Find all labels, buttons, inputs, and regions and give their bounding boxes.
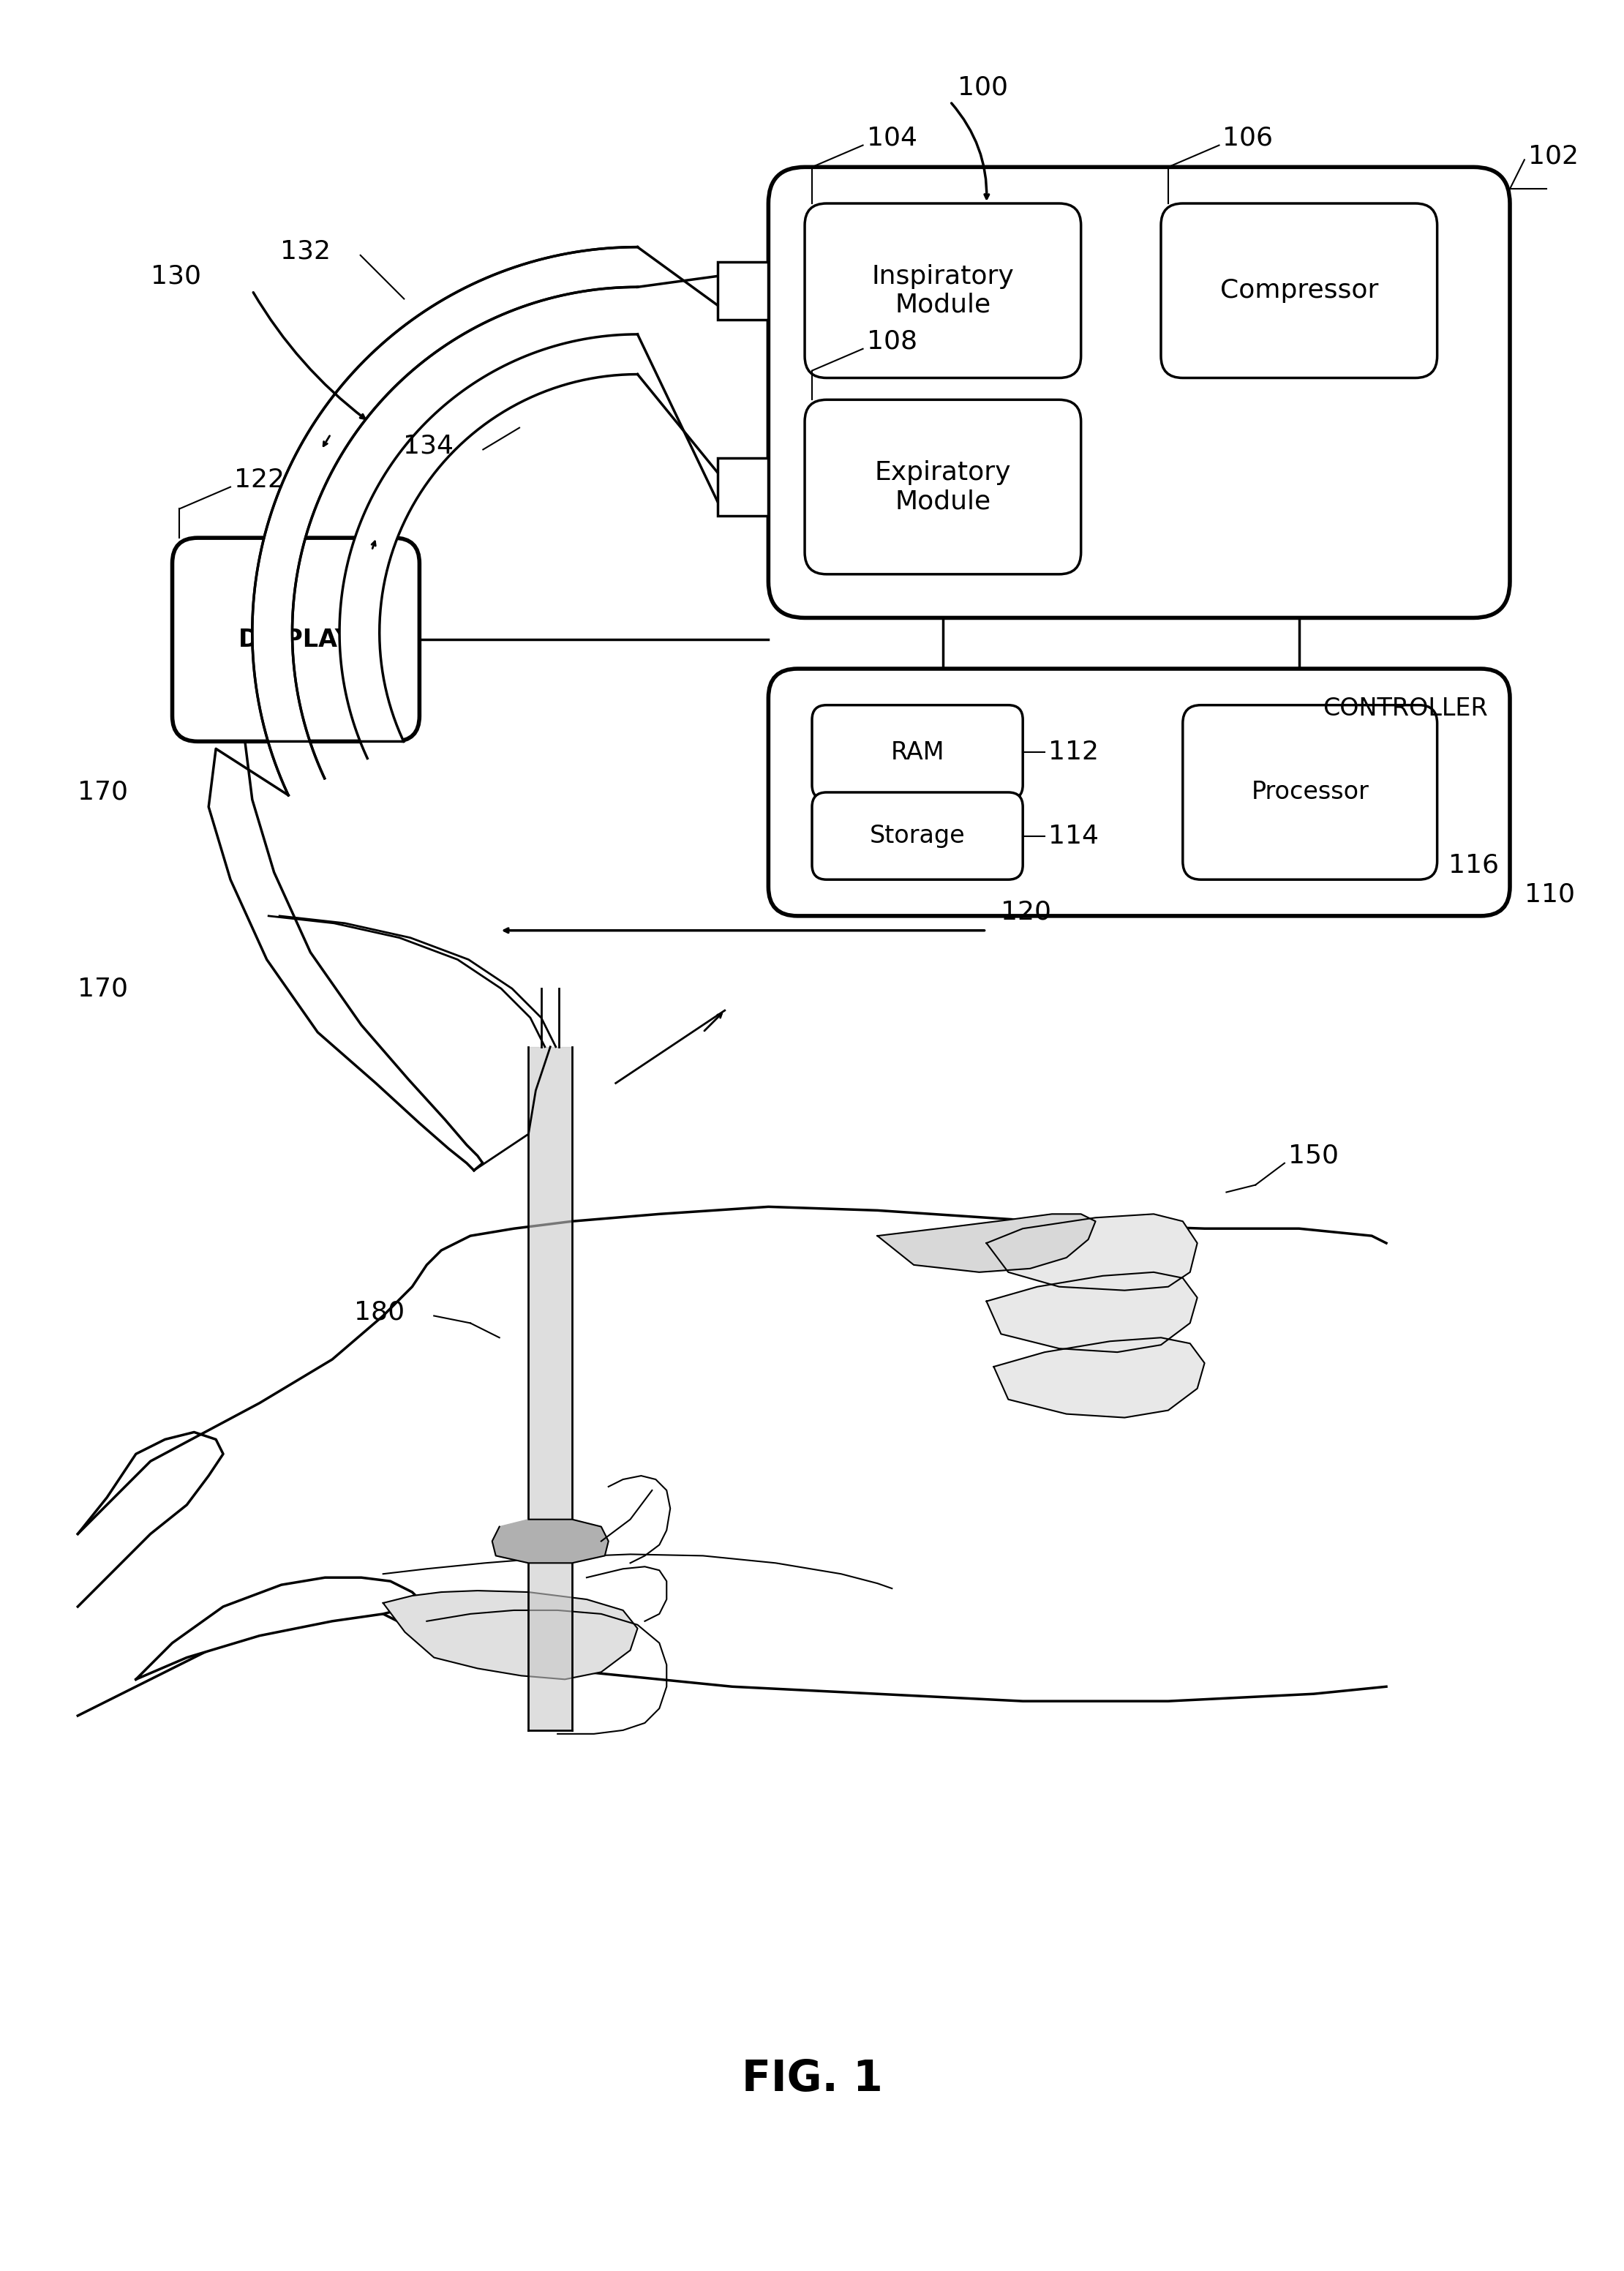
Polygon shape bbox=[994, 1338, 1205, 1417]
Text: 150: 150 bbox=[1288, 1142, 1338, 1167]
Polygon shape bbox=[877, 1215, 1096, 1272]
Polygon shape bbox=[78, 1206, 1387, 1715]
Text: DISPLAY: DISPLAY bbox=[239, 627, 354, 652]
FancyBboxPatch shape bbox=[172, 538, 419, 740]
FancyBboxPatch shape bbox=[1161, 204, 1437, 377]
Polygon shape bbox=[339, 334, 638, 759]
Text: Processor: Processor bbox=[1250, 781, 1369, 804]
Bar bbox=[718, 261, 768, 320]
Text: 120: 120 bbox=[1000, 899, 1051, 924]
Polygon shape bbox=[986, 1272, 1197, 1351]
Text: RAM: RAM bbox=[890, 740, 944, 765]
Text: 116: 116 bbox=[1449, 852, 1499, 877]
Text: Inspiratory
Module: Inspiratory Module bbox=[872, 263, 1013, 318]
Text: Compressor: Compressor bbox=[1220, 279, 1379, 302]
Text: 180: 180 bbox=[354, 1299, 404, 1324]
Text: 112: 112 bbox=[1047, 740, 1099, 765]
Text: CONTROLLER: CONTROLLER bbox=[1324, 697, 1488, 720]
Text: 102: 102 bbox=[1528, 143, 1579, 168]
Text: 104: 104 bbox=[867, 125, 918, 150]
Text: 122: 122 bbox=[234, 468, 284, 493]
Text: 130: 130 bbox=[151, 263, 201, 288]
FancyBboxPatch shape bbox=[812, 793, 1023, 879]
Text: FIG. 1: FIG. 1 bbox=[742, 2058, 882, 2101]
FancyBboxPatch shape bbox=[806, 400, 1082, 575]
Polygon shape bbox=[528, 1047, 572, 1731]
FancyBboxPatch shape bbox=[768, 668, 1510, 915]
Text: 114: 114 bbox=[1047, 824, 1099, 849]
Text: 134: 134 bbox=[403, 434, 453, 459]
Polygon shape bbox=[986, 1215, 1197, 1290]
Polygon shape bbox=[492, 1519, 609, 1562]
Text: 170: 170 bbox=[78, 977, 128, 1002]
FancyBboxPatch shape bbox=[806, 204, 1082, 377]
FancyBboxPatch shape bbox=[1182, 704, 1437, 879]
Text: 100: 100 bbox=[958, 75, 1009, 100]
Bar bbox=[718, 459, 768, 516]
Text: 132: 132 bbox=[281, 238, 331, 263]
Polygon shape bbox=[136, 1578, 419, 1678]
Text: 108: 108 bbox=[867, 329, 918, 354]
Text: 106: 106 bbox=[1223, 125, 1273, 150]
Text: Expiratory
Module: Expiratory Module bbox=[875, 461, 1012, 513]
Text: Storage: Storage bbox=[869, 824, 965, 847]
FancyBboxPatch shape bbox=[812, 704, 1023, 799]
Text: 110: 110 bbox=[1525, 881, 1575, 906]
Text: 170: 170 bbox=[78, 779, 128, 804]
FancyBboxPatch shape bbox=[768, 168, 1510, 618]
Polygon shape bbox=[383, 1590, 638, 1678]
Polygon shape bbox=[252, 248, 638, 795]
